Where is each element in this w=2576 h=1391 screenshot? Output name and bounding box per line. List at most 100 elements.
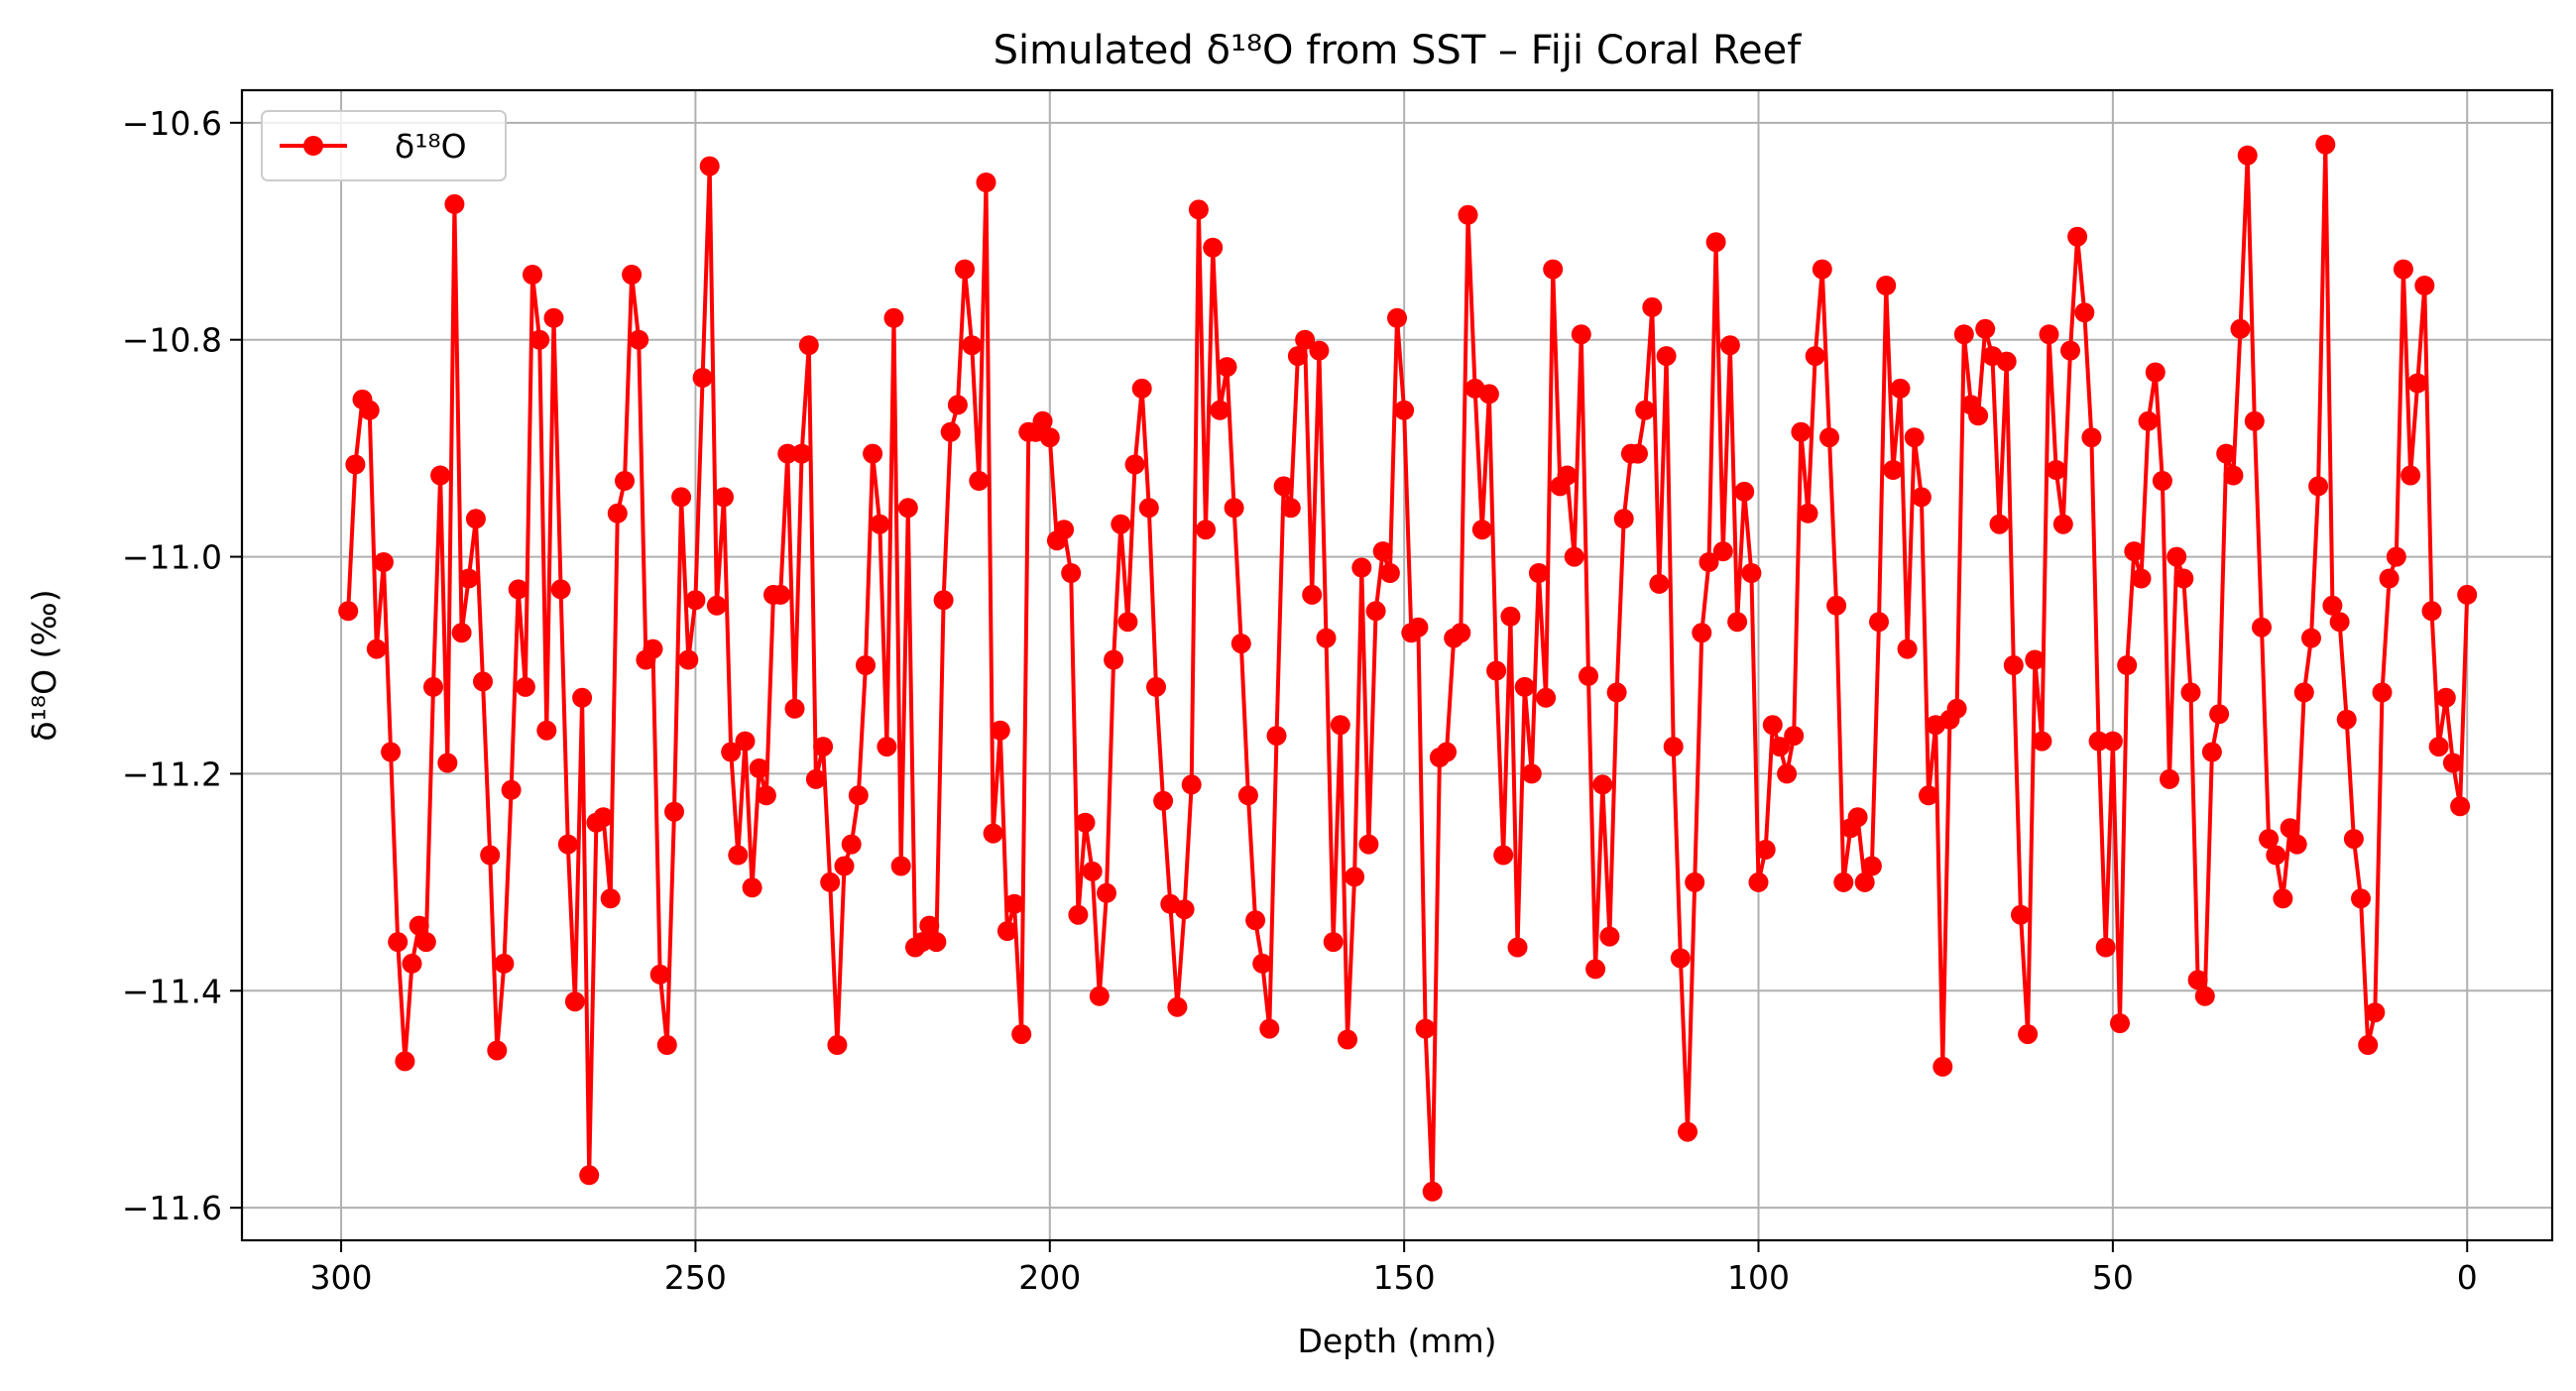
data-point xyxy=(409,915,429,936)
data-point xyxy=(1564,546,1584,567)
data-point xyxy=(2351,888,2371,909)
data-point xyxy=(1656,346,1677,367)
data-point xyxy=(465,509,486,529)
data-point xyxy=(1259,1018,1280,1039)
data-point xyxy=(1004,893,1024,914)
data-point xyxy=(1599,926,1620,947)
data-point xyxy=(947,395,968,415)
data-point xyxy=(1181,774,1202,795)
data-point xyxy=(1295,329,1316,350)
data-point xyxy=(2117,655,2138,675)
data-point xyxy=(2372,682,2393,703)
data-point xyxy=(1089,985,1110,1006)
data-point xyxy=(2442,753,2463,773)
data-point xyxy=(919,915,940,936)
data-point xyxy=(1685,871,1705,892)
data-point xyxy=(1904,427,1925,448)
data-point xyxy=(805,768,826,789)
data-point xyxy=(2252,617,2272,638)
data-point xyxy=(1330,715,1350,736)
data-point xyxy=(990,720,1010,741)
data-point xyxy=(437,753,458,773)
data-point xyxy=(770,584,791,605)
x-tick-label: 100 xyxy=(1727,1258,1790,1297)
data-point xyxy=(2414,276,2435,295)
data-point xyxy=(1500,606,1521,627)
data-point xyxy=(523,265,542,285)
data-point xyxy=(1805,346,1825,367)
data-point xyxy=(1358,834,1379,855)
y-tick-label: −11.4 xyxy=(122,972,222,1010)
data-point xyxy=(742,877,762,898)
y-tick-label: −11.2 xyxy=(122,754,222,793)
data-point xyxy=(2187,970,2208,990)
data-point xyxy=(1061,563,1082,583)
data-point xyxy=(1514,676,1535,697)
data-point xyxy=(1571,324,1591,345)
data-point xyxy=(1146,676,1166,697)
data-point xyxy=(1649,573,1670,594)
data-point xyxy=(1741,563,1762,583)
data-point xyxy=(2025,649,2046,670)
data-point xyxy=(1245,910,1266,931)
data-point xyxy=(2365,1002,2386,1023)
data-point xyxy=(1712,541,1733,562)
data-point xyxy=(1748,871,1769,892)
data-point xyxy=(1678,1121,1698,1142)
data-point xyxy=(1075,812,1096,833)
data-point xyxy=(1309,340,1330,361)
series-line-layer xyxy=(346,142,2470,1194)
data-point xyxy=(622,265,643,285)
data-point xyxy=(600,888,621,909)
data-point xyxy=(501,779,522,800)
data-point xyxy=(1812,259,1832,280)
data-point xyxy=(848,785,869,806)
data-point xyxy=(593,807,614,828)
x-tick-label: 250 xyxy=(664,1258,727,1297)
x-tick-label: 300 xyxy=(310,1258,373,1297)
data-point xyxy=(1847,807,1868,828)
data-point xyxy=(415,932,436,953)
data-point xyxy=(1408,617,1429,638)
data-point xyxy=(856,655,876,675)
data-point xyxy=(1316,628,1337,648)
data-point xyxy=(1869,612,1889,633)
data-point xyxy=(1833,871,1854,892)
legend-box xyxy=(261,110,507,181)
data-point xyxy=(1437,742,1457,762)
data-point xyxy=(579,1165,600,1186)
data-point xyxy=(557,834,578,855)
x-tick-label: 150 xyxy=(1373,1258,1436,1297)
data-point xyxy=(1082,861,1103,881)
data-point xyxy=(678,649,699,670)
data-point xyxy=(791,443,812,464)
data-point xyxy=(1351,557,1372,578)
legend-swatch-marker xyxy=(303,136,323,156)
data-point xyxy=(2110,1013,2130,1034)
data-point xyxy=(2060,340,2080,361)
data-point xyxy=(813,737,834,757)
data-point xyxy=(1876,276,1897,295)
data-point xyxy=(841,834,862,855)
data-point xyxy=(1273,476,1294,497)
data-point xyxy=(366,638,387,659)
data-point xyxy=(2003,655,2024,675)
data-point xyxy=(2393,259,2413,280)
data-point xyxy=(996,921,1017,942)
data-point xyxy=(543,307,564,328)
data-point xyxy=(877,737,897,757)
data-point xyxy=(1826,595,1847,616)
data-point xyxy=(1323,932,1344,953)
data-point xyxy=(2286,834,2307,855)
data-point xyxy=(2011,904,2031,925)
data-point xyxy=(2308,476,2329,497)
data-point xyxy=(2435,687,2456,708)
data-point xyxy=(2131,568,2152,589)
data-point xyxy=(699,156,720,176)
data-point xyxy=(1507,937,1528,958)
data-point xyxy=(1387,307,1407,328)
data-point xyxy=(338,601,359,622)
data-point xyxy=(1365,601,1386,622)
series-line xyxy=(346,142,2470,1194)
data-point xyxy=(1953,324,1974,345)
